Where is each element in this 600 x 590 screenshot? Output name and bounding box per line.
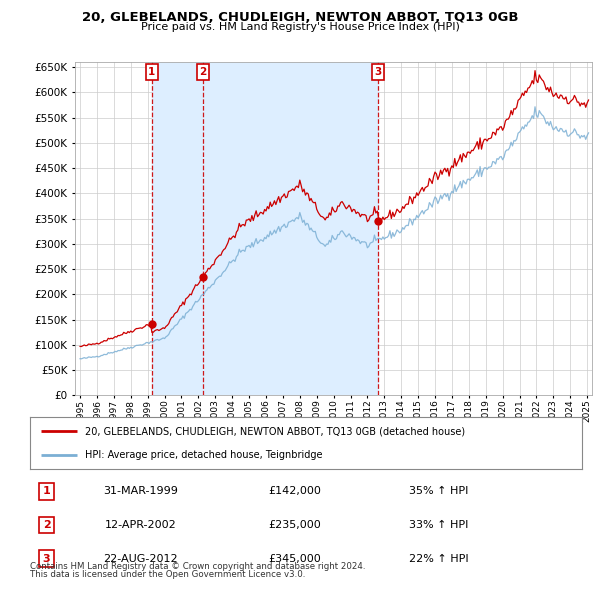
Text: 2: 2: [199, 67, 207, 77]
Bar: [152, 62, 203, 395]
Text: Price paid vs. HM Land Registry's House Price Index (HPI): Price paid vs. HM Land Registry's House …: [140, 22, 460, 32]
Text: 12-APR-2002: 12-APR-2002: [104, 520, 176, 530]
Text: 1: 1: [43, 487, 50, 496]
Text: 3: 3: [374, 67, 382, 77]
Text: 2: 2: [43, 520, 50, 530]
Text: HPI: Average price, detached house, Teignbridge: HPI: Average price, detached house, Teig…: [85, 450, 323, 460]
Text: 20, GLEBELANDS, CHUDLEIGH, NEWTON ABBOT, TQ13 0GB (detached house): 20, GLEBELANDS, CHUDLEIGH, NEWTON ABBOT,…: [85, 426, 466, 436]
Text: 1: 1: [148, 67, 155, 77]
Text: 20, GLEBELANDS, CHUDLEIGH, NEWTON ABBOT, TQ13 0GB: 20, GLEBELANDS, CHUDLEIGH, NEWTON ABBOT,…: [82, 11, 518, 24]
Text: 35% ↑ HPI: 35% ↑ HPI: [409, 487, 468, 496]
Text: 31-MAR-1999: 31-MAR-1999: [103, 487, 178, 496]
Text: £235,000: £235,000: [269, 520, 322, 530]
Bar: [203, 62, 378, 395]
Text: This data is licensed under the Open Government Licence v3.0.: This data is licensed under the Open Gov…: [30, 571, 305, 579]
Text: £345,000: £345,000: [269, 554, 322, 563]
Text: 33% ↑ HPI: 33% ↑ HPI: [409, 520, 468, 530]
Text: £142,000: £142,000: [269, 487, 322, 496]
Text: 3: 3: [43, 554, 50, 563]
Text: 22-AUG-2012: 22-AUG-2012: [103, 554, 178, 563]
Text: 22% ↑ HPI: 22% ↑ HPI: [409, 554, 468, 563]
Text: Contains HM Land Registry data © Crown copyright and database right 2024.: Contains HM Land Registry data © Crown c…: [30, 562, 365, 571]
